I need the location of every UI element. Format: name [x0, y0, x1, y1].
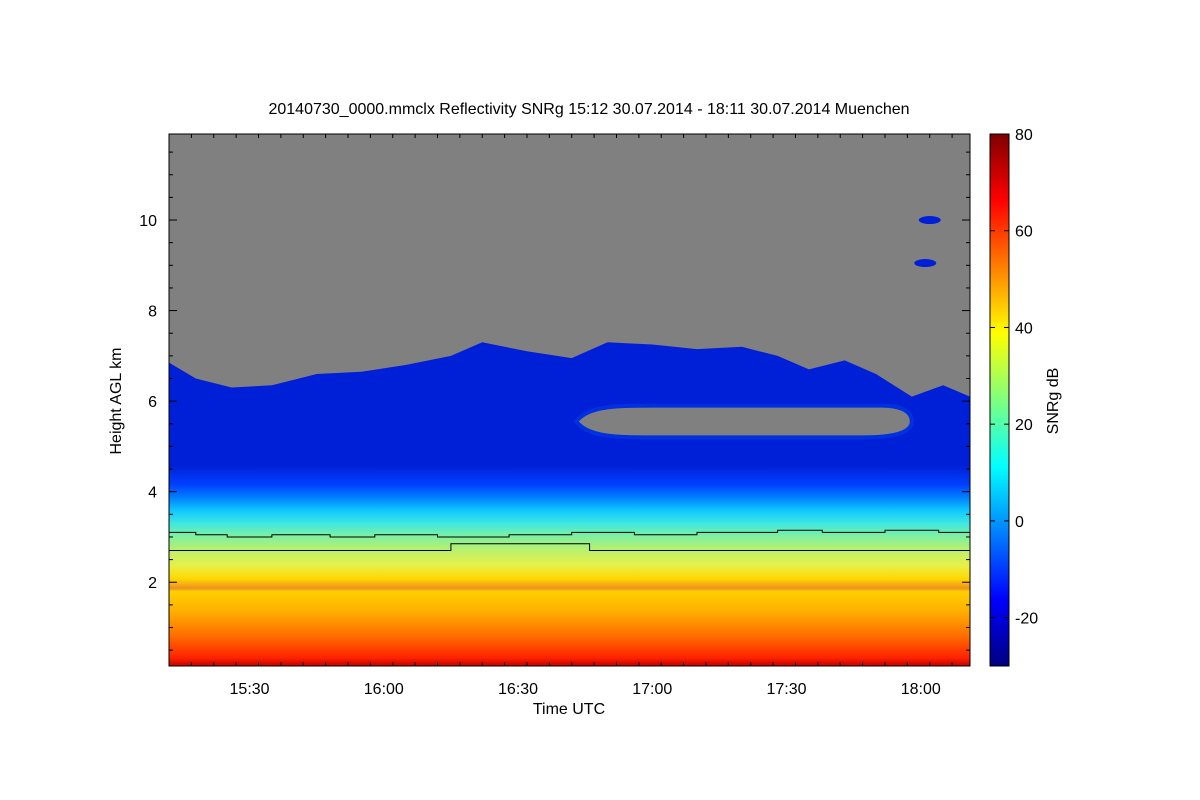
colorbar-rect [989, 133, 1010, 667]
x-tick-label: 17:30 [767, 681, 807, 698]
x-axis-label: Time UTC [533, 701, 605, 718]
x-tick-label: 17:00 [632, 681, 672, 698]
y-tick-label: 8 [148, 304, 157, 321]
colorbar-tick-label: 40 [1015, 320, 1033, 337]
isolated-echo-patch [918, 216, 941, 225]
y-tick-label: 4 [148, 485, 157, 502]
x-tick-label: 16:30 [498, 681, 538, 698]
x-tick-label: 15:30 [230, 681, 270, 698]
series-line-upper [169, 529, 970, 538]
isolated-echo-patch [914, 259, 937, 268]
echo-region [169, 342, 970, 666]
y-tick-label: 6 [148, 394, 157, 411]
clear-gap-rim [573, 403, 914, 440]
y-tick-label: 2 [148, 575, 157, 592]
y-axis: 2 4 6 8 10 [139, 151, 970, 651]
colorbar-tick-label: 0 [1015, 514, 1024, 531]
colorbar-tick-label: 60 [1015, 224, 1033, 241]
colorbar-tick-label: -20 [1015, 611, 1038, 628]
chart-title: 20140730_0000.mmclx Reflectivity SNRg 15… [268, 101, 909, 118]
plot-area [168, 133, 971, 667]
clear-gap-region [576, 405, 912, 438]
colorbar: -20 0 20 40 60 80 SNRg dB [989, 127, 1062, 667]
x-tick-label: 18:00 [901, 681, 941, 698]
x-tick-label: 16:00 [364, 681, 404, 698]
plot-frame [168, 133, 971, 667]
colorbar-tick-label: 20 [1015, 417, 1033, 434]
y-axis-label: Height AGL km [108, 347, 125, 454]
colorbar-tick-label: 80 [1015, 127, 1033, 144]
y-tick-label: 10 [139, 213, 157, 230]
colorbar-label: SNRg dB [1045, 368, 1062, 435]
series-line-lower [169, 543, 970, 551]
x-axis: 15:30 16:00 16:30 17:00 17:30 18:00 [168, 134, 953, 698]
